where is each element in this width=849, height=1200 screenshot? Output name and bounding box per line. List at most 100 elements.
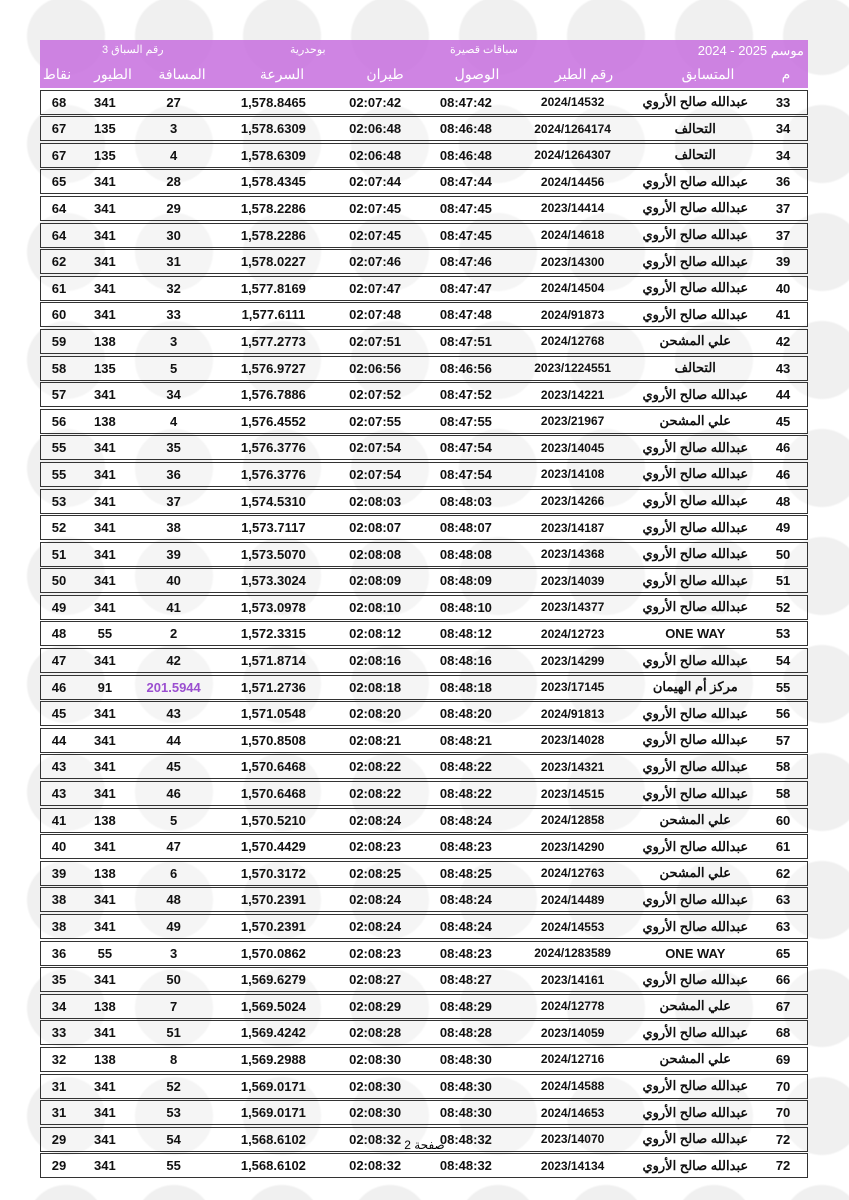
cell-flight: 02:08:18: [349, 679, 402, 695]
cell-competitor: عبدالله صالح الأروي: [642, 732, 749, 748]
table-row: 29 341 55 1,568.6102 02:08:32 08:48:32 2023/14…: [40, 1153, 808, 1179]
cell-distance: 34: [166, 387, 181, 403]
cell-distance: 37: [166, 493, 181, 509]
cell-ring: 2024/12716: [540, 1052, 605, 1067]
cell-birds: 341: [93, 1105, 116, 1121]
cell-birds: 341: [93, 546, 116, 562]
cell-points: 41: [51, 812, 67, 828]
cell-rank: 68: [775, 1025, 791, 1041]
cell-speed: 1,569.4242: [240, 1025, 306, 1041]
cell-flight: 02:07:45: [349, 227, 402, 243]
table-row: 55 341 36 1,576.3776 02:07:54 08:47:54 2023/14…: [40, 461, 808, 487]
cell-birds: 341: [93, 1158, 116, 1174]
cell-competitor: عبدالله صالح الأروي: [642, 705, 749, 721]
cell-flight: 02:07:45: [349, 200, 402, 216]
table-row: 65 341 28 1,578.4345 02:07:44 08:47:44 2024/14…: [40, 169, 808, 195]
cell-points: 55: [51, 440, 67, 456]
cell-ring: 2024/14588: [540, 1079, 605, 1094]
cell-ring: 2024/14653: [540, 1105, 605, 1120]
cell-flight: 02:07:42: [349, 94, 402, 110]
cell-rank: 57: [775, 732, 791, 748]
cell-arrival: 08:47:55: [439, 413, 492, 429]
cell-birds: 55: [97, 945, 113, 961]
cell-rank: 60: [775, 812, 791, 828]
cell-flight: 02:07:51: [349, 333, 402, 349]
cell-arrival: 08:48:22: [439, 786, 492, 802]
cell-points: 51: [51, 546, 67, 562]
cell-speed: 1,576.7886: [240, 387, 306, 403]
cell-competitor: عبدالله صالح الأروي: [642, 280, 749, 296]
cell-arrival: 08:48:28: [439, 1025, 492, 1041]
cell-flight: 02:08:25: [349, 865, 402, 881]
cell-flight: 02:08:30: [349, 1078, 402, 1094]
table-row: 38 341 49 1,570.2391 02:08:24 08:48:24 2024/14…: [40, 914, 808, 939]
results-table: موسم 2025 - 2024 سباقات قصيرة بوحدرية رق…: [40, 40, 808, 1179]
cell-speed: 1,577.8169: [240, 280, 306, 296]
cell-points: 67: [51, 147, 67, 163]
cell-flight: 02:07:54: [349, 466, 402, 482]
cell-ring: 2023/14187: [540, 520, 605, 535]
cell-competitor: علي المشحن: [659, 812, 732, 828]
cell-arrival: 08:48:16: [439, 653, 492, 669]
cell-speed: 1,570.2391: [240, 919, 306, 934]
cell-points: 34: [51, 998, 67, 1014]
cell-ring: 2023/14377: [540, 600, 605, 615]
table-row: 41 138 5 1,570.5210 02:08:24 08:48:24 2024/128…: [40, 807, 808, 833]
cell-ring: 2023/14368: [540, 547, 605, 562]
cell-arrival: 08:48:09: [439, 573, 492, 589]
cell-distance: 29: [166, 200, 181, 216]
table-row: 36 55 3 1,570.0862 02:08:23 08:48:23 2024/1283…: [40, 940, 808, 966]
cell-arrival: 08:48:30: [439, 1078, 492, 1094]
cell-flight: 02:08:23: [349, 945, 402, 961]
cell-points: 35: [51, 972, 67, 988]
cell-arrival: 08:48:07: [439, 520, 492, 536]
cell-speed: 1,569.2988: [240, 1051, 306, 1067]
cell-birds: 341: [93, 227, 116, 243]
table-row: 67 135 4 1,578.6309 02:06:48 08:46:48 2024/126…: [40, 142, 808, 168]
cell-distance: 27: [166, 94, 181, 110]
cell-points: 39: [51, 865, 67, 881]
cell-points: 32: [51, 1051, 67, 1067]
table-row: 48 55 2 1,572.3315 02:08:12 08:48:12 2024/1272…: [40, 621, 808, 647]
table-row: 46 91 201.5944 1,571.2736 02:08:18 08:48:18 20…: [40, 674, 808, 700]
cell-flight: 02:07:52: [349, 387, 402, 403]
cell-points: 29: [51, 1131, 67, 1147]
cell-arrival: 08:48:03: [439, 493, 492, 509]
cell-arrival: 08:48:32: [439, 1158, 492, 1174]
cell-birds: 341: [93, 919, 116, 934]
cell-competitor: عبدالله صالح الأروي: [642, 652, 749, 668]
cell-points: 57: [51, 387, 67, 403]
cell-ring: 2024/14489: [540, 892, 605, 907]
cell-points: 52: [51, 520, 67, 536]
cell-distance: 46: [166, 786, 181, 802]
table-row: 49 341 41 1,573.0978 02:08:10 08:48:10 2023/14…: [40, 594, 808, 620]
cell-rank: 66: [775, 972, 791, 988]
table-row: 29 341 54 1,568.6102 02:08:32 08:48:32 2023/14…: [40, 1126, 808, 1152]
cell-ring: 2023/21967: [540, 414, 605, 429]
cell-ring: 2024/12778: [540, 999, 605, 1014]
cell-ring: 2023/14321: [540, 759, 605, 774]
location-label: بوحدرية: [290, 44, 326, 56]
cell-competitor: مركز أم الهيمان: [652, 679, 738, 695]
cell-flight: 02:07:54: [349, 440, 402, 456]
cell-competitor: عبدالله صالح الأروي: [642, 1131, 749, 1147]
cell-ring: 2024/12858: [540, 813, 605, 828]
table-row: 33 341 51 1,569.4242 02:08:28 08:48:28 2023/14…: [40, 1020, 808, 1046]
cell-birds: 91: [97, 679, 113, 695]
cell-arrival: 08:47:44: [439, 174, 492, 190]
cell-points: 38: [51, 919, 67, 934]
cell-flight: 02:08:22: [349, 786, 402, 802]
cell-arrival: 08:48:24: [439, 892, 492, 908]
cell-birds: 341: [93, 1131, 116, 1147]
cell-arrival: 08:48:21: [439, 732, 492, 748]
cell-points: 49: [51, 599, 67, 615]
cell-points: 59: [51, 333, 67, 349]
cell-competitor: عبدالله صالح الأروي: [642, 572, 749, 588]
cell-competitor: ONE WAY: [665, 945, 726, 961]
cell-points: 60: [51, 307, 67, 323]
cell-distance: 40: [166, 573, 181, 589]
cell-flight: 02:08:12: [349, 626, 402, 642]
cell-competitor: عبدالله صالح الأروي: [642, 493, 749, 508]
cell-distance: 5: [170, 360, 178, 376]
